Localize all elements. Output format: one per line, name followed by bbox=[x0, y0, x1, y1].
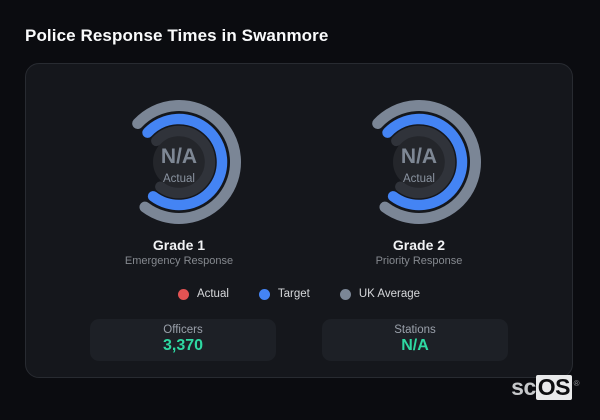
grade-1-subtitle: Emergency Response bbox=[124, 255, 234, 267]
gauge-value: N/A bbox=[401, 145, 437, 168]
stat-value-stations: N/A bbox=[401, 337, 429, 354]
gauge-center-disc bbox=[393, 136, 445, 188]
target-arc bbox=[382, 113, 468, 211]
stat-label-stations: Stations bbox=[394, 324, 436, 336]
stat-label-officers: Officers bbox=[163, 324, 203, 336]
legend-dot-target bbox=[258, 288, 270, 300]
gauges-row: N/A Actual Grade 1 Emergency Response N/… bbox=[26, 92, 572, 267]
uk-average-arc bbox=[132, 100, 241, 224]
legend-dot-actual bbox=[177, 288, 189, 300]
uk-average-arc bbox=[372, 100, 481, 224]
page-title: Police Response Times in Swanmore bbox=[25, 26, 329, 45]
actual-track-arc bbox=[151, 125, 216, 199]
scos-logo: sc OS ® bbox=[511, 374, 580, 400]
legend-label-uk-average: UK Average bbox=[358, 288, 421, 300]
stat-value-officers: 3,370 bbox=[162, 337, 204, 354]
scos-logo-box: OS ® bbox=[535, 374, 580, 400]
stat-card-stations: Stations N/A bbox=[322, 319, 508, 361]
response-times-panel: N/A Actual Grade 1 Emergency Response N/… bbox=[25, 63, 573, 378]
target-arc bbox=[142, 113, 228, 211]
legend-item-uk-average[interactable]: UK Average bbox=[339, 288, 421, 300]
gauge-value-label: Actual bbox=[403, 173, 435, 185]
grade-1-title: Grade 1 bbox=[152, 237, 206, 253]
gauge-value-label: Actual bbox=[163, 173, 195, 185]
gauge-chart-grade-1: N/A Actual bbox=[132, 100, 241, 224]
gauge-value: N/A bbox=[161, 145, 197, 168]
grade-2-subtitle: Priority Response bbox=[375, 255, 463, 267]
legend-dot-uk-average bbox=[339, 288, 351, 300]
stat-card-officers: Officers 3,370 bbox=[90, 319, 276, 361]
stat-cards-row: Officers 3,370 Stations N/A bbox=[26, 319, 572, 361]
grade-2-title: Grade 2 bbox=[392, 237, 446, 253]
legend-item-target[interactable]: Target bbox=[258, 288, 310, 300]
legend-label-target: Target bbox=[277, 288, 310, 300]
gauge-chart-grade-2: N/A Actual bbox=[372, 100, 481, 224]
chart-legend: Actual Target UK Average bbox=[26, 288, 572, 300]
scos-logo-prefix: sc bbox=[511, 374, 536, 400]
legend-label-actual: Actual bbox=[196, 288, 229, 300]
actual-track-arc bbox=[391, 125, 456, 199]
scos-logo-suffix: OS bbox=[537, 374, 571, 400]
gauge-grade-2: N/A Actual Grade 2 Priority Response bbox=[349, 92, 489, 267]
gauge-center-disc bbox=[153, 136, 205, 188]
gauge-grade-1: N/A Actual Grade 1 Emergency Response bbox=[109, 92, 249, 267]
registered-trademark-icon: ® bbox=[573, 379, 580, 388]
legend-item-actual[interactable]: Actual bbox=[177, 288, 229, 300]
